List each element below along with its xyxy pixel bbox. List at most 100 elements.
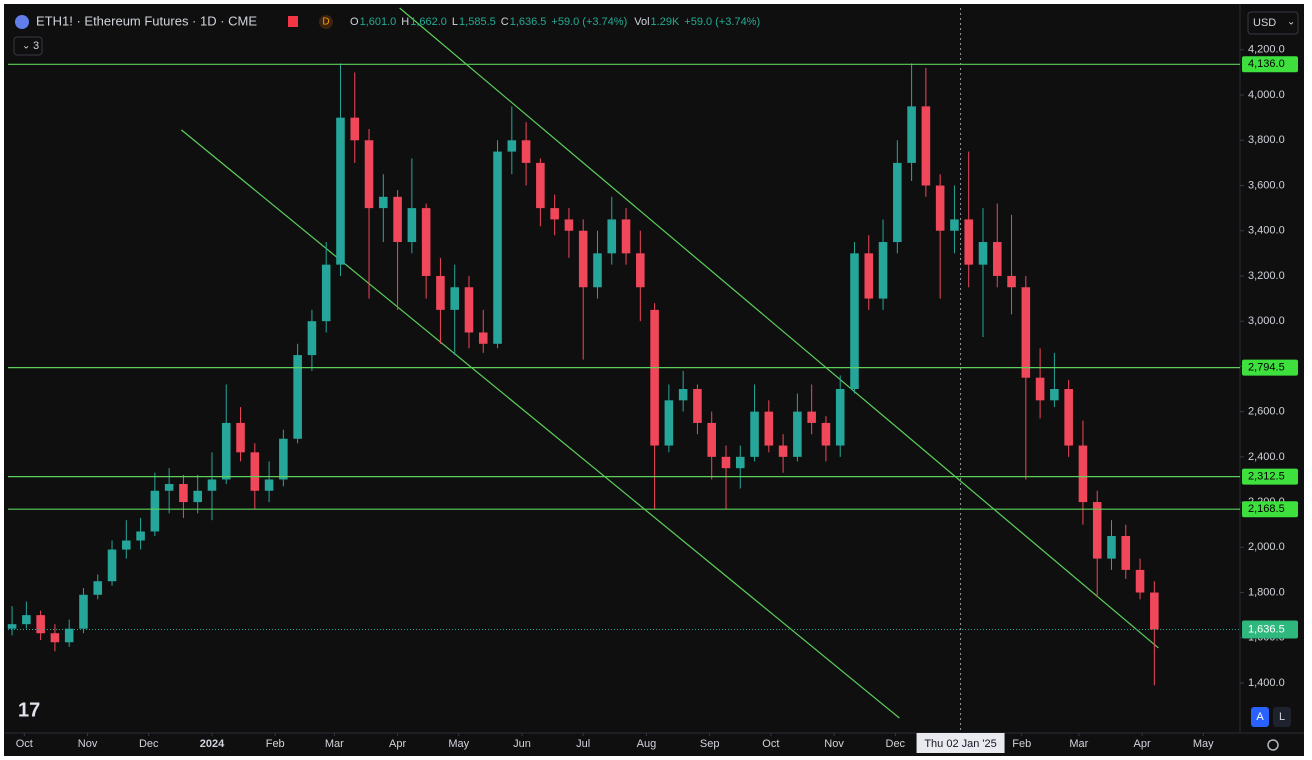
candle-body — [935, 185, 945, 231]
candle-body — [1107, 535, 1116, 559]
candle-body — [636, 253, 645, 288]
currency: USD — [1253, 17, 1276, 29]
level-label-box — [1242, 501, 1298, 518]
candle-body — [1150, 592, 1159, 630]
candle-body — [878, 242, 888, 299]
y-tick-label: 2,600.0 — [1248, 406, 1285, 418]
indicator-toggle[interactable] — [13, 36, 43, 56]
auto-label: A — [1256, 711, 1264, 723]
x-tick-label: Oct — [762, 738, 779, 750]
candle-body — [650, 309, 659, 446]
y-tick-label: 1,800.0 — [1248, 586, 1285, 598]
candle-body — [393, 196, 402, 243]
candle-body — [707, 422, 716, 457]
candle-body — [621, 219, 631, 254]
candle-body — [407, 208, 417, 243]
x-tick-label: Feb — [1012, 738, 1031, 750]
x-tick-label: Jul — [576, 738, 590, 750]
candle-body — [36, 615, 45, 634]
candle-body — [478, 332, 488, 344]
candle-body — [507, 140, 517, 152]
currency-button[interactable] — [1247, 11, 1299, 35]
candle-body — [807, 411, 816, 423]
candle-body — [764, 411, 774, 446]
x-tick-label: Jun — [513, 738, 531, 750]
vol-change: +59.0 (+3.74%) — [684, 16, 760, 28]
ohlc-key: H — [401, 16, 409, 28]
y-tick-label: 3,400.0 — [1248, 225, 1285, 237]
candle-body — [778, 445, 788, 457]
badge: D — [322, 17, 329, 28]
candle-body — [193, 490, 202, 503]
candle-body — [550, 208, 559, 220]
candle-body — [464, 287, 474, 333]
candle-body — [721, 456, 731, 469]
candle-body — [664, 400, 674, 446]
level-label-box — [1242, 359, 1298, 376]
candle-body — [450, 287, 459, 310]
trend-line — [399, 7, 1159, 649]
candle-body — [907, 106, 916, 163]
x-tick-label: Mar — [1069, 738, 1088, 750]
ohlc-value: 1,601.0 — [360, 16, 397, 28]
candle-body — [379, 196, 388, 209]
y-tick-label: 1,400.0 — [1248, 677, 1285, 689]
candle-body — [1078, 445, 1088, 503]
level-label: 2,312.5 — [1248, 471, 1285, 483]
x-tick-label: May — [448, 738, 469, 750]
candle-body — [250, 452, 260, 491]
level-label-box — [1242, 56, 1298, 73]
candle-body — [136, 531, 145, 541]
candle-body — [921, 106, 931, 186]
candle-body — [1021, 287, 1031, 378]
candle-body — [336, 117, 345, 265]
ohlc-key: C — [501, 16, 509, 28]
candle-body — [279, 438, 288, 480]
ohlc-value: 1,636.5 — [510, 16, 547, 28]
candle-body — [607, 219, 617, 254]
badge-circle — [319, 15, 333, 29]
change: +59.0 (+3.74%) — [551, 16, 627, 28]
candle-body — [264, 479, 274, 491]
log-button[interactable] — [1273, 707, 1291, 727]
candle-body — [236, 422, 245, 453]
x-tick-label: Nov — [824, 738, 844, 750]
flag-icon[interactable] — [288, 16, 298, 27]
symbol-icon — [15, 15, 29, 29]
ohlc-value: 1,662.0 — [410, 16, 447, 28]
auto-button[interactable] — [1251, 707, 1269, 727]
symbol-title[interactable]: ETH1! · Ethereum Futures · 1D · CME — [36, 13, 257, 28]
candle-body — [1035, 377, 1045, 401]
candle-body — [835, 389, 845, 446]
x-tick-label: Apr — [389, 738, 406, 750]
x-tick-label: Apr — [1134, 738, 1151, 750]
indicator-count: 3 — [33, 40, 39, 52]
candle-body — [821, 422, 831, 446]
y-tick-label: 4,000.0 — [1248, 89, 1285, 101]
candle-body — [107, 549, 117, 582]
candle-body — [536, 162, 545, 209]
candle-body — [22, 615, 31, 625]
log-label: L — [1279, 711, 1285, 723]
x-tick-label: Sep — [700, 738, 720, 750]
x-tick-label: Nov — [78, 738, 98, 750]
ohlc-key: O — [350, 16, 359, 28]
ohlc-value: 1,585.5 — [459, 16, 496, 28]
candle-body — [1050, 389, 1059, 401]
y-tick-label: 3,600.0 — [1248, 179, 1285, 191]
x-tick-label: Feb — [266, 738, 285, 750]
x-tick-label: May — [1193, 738, 1214, 750]
y-tick-label: 4,200.0 — [1248, 44, 1285, 56]
candle-body — [1121, 535, 1131, 570]
settings-icon[interactable] — [1267, 739, 1279, 751]
candle-body — [950, 219, 959, 231]
x-tick-label: 2024 — [200, 738, 225, 750]
level-label: 2,168.5 — [1248, 503, 1285, 515]
candle-body — [864, 253, 874, 299]
x-tick-label: Dec — [139, 738, 159, 750]
x-tick-label: Aug — [637, 738, 657, 750]
candle-body — [293, 355, 302, 439]
vol-key: Vol — [634, 16, 649, 28]
